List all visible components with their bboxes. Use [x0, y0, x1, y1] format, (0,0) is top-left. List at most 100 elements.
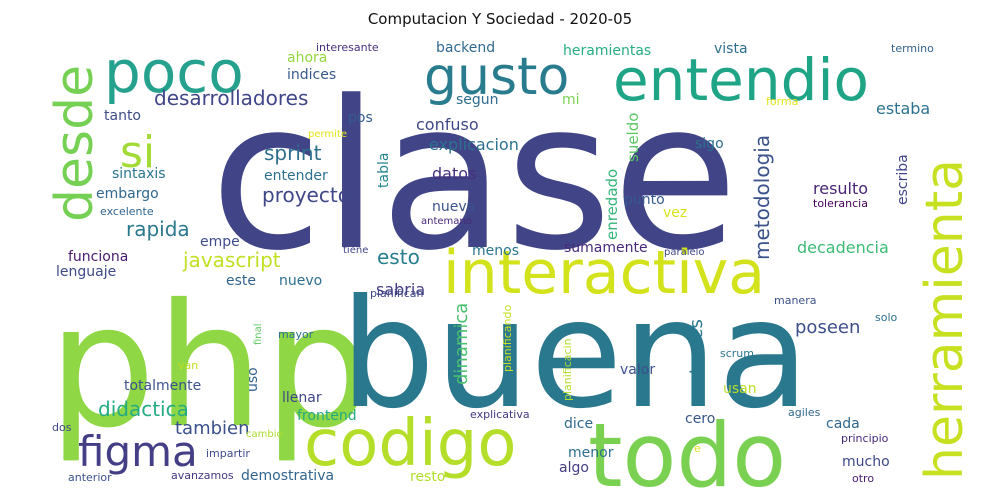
- cloud-word: entendio: [613, 46, 869, 114]
- cloud-word: tiene: [343, 245, 368, 256]
- page-title: Computacion Y Sociedad - 2020-05: [367, 10, 633, 28]
- cloud-word: mucho: [842, 454, 890, 470]
- cloud-word: usan: [723, 381, 757, 397]
- cloud-word: vista: [714, 41, 748, 57]
- cloud-word: si: [120, 127, 155, 178]
- cloud-word: sprint: [264, 141, 322, 165]
- cloud-word: tanto: [104, 108, 141, 124]
- cloud-word: cada: [826, 416, 860, 432]
- cloud-word: avanzamos: [171, 469, 234, 482]
- cloud-word: sigo: [695, 136, 724, 152]
- cloud-word: ahora: [287, 50, 327, 66]
- cloud-word: codigo: [304, 407, 517, 481]
- cloud-word: uso: [245, 367, 261, 392]
- cloud-word: actuales: [686, 319, 707, 395]
- cloud-word: figma: [78, 427, 198, 476]
- cloud-word: forma: [766, 95, 798, 108]
- cloud-word: estaba: [876, 99, 930, 118]
- cloud-word: clase: [210, 58, 738, 296]
- cloud-word: todo: [588, 404, 786, 500]
- cloud-word: interactiva: [443, 238, 765, 308]
- cloud-word: impartir: [206, 447, 250, 460]
- cloud-word: datos: [432, 164, 476, 183]
- cloud-word: resto: [410, 469, 445, 485]
- cloud-word: valor: [620, 362, 655, 378]
- cloud-word: tabla: [376, 153, 392, 188]
- cloud-word: backend: [436, 40, 495, 56]
- cloud-word: tambien: [175, 418, 250, 439]
- cloud-word: buena: [340, 268, 810, 442]
- cloud-word: sabria: [376, 280, 425, 299]
- cloud-word: vez: [663, 205, 687, 221]
- cloud-word: dinamica: [451, 303, 472, 385]
- cloud-word: algo: [559, 460, 589, 476]
- cloud-word: planificacin: [561, 338, 574, 401]
- cloud-word: pos: [348, 110, 373, 126]
- cloud-word: frontend: [297, 408, 357, 424]
- cloud-word: funciona: [68, 249, 128, 265]
- cloud-word: desde: [45, 65, 105, 222]
- cloud-word: segun: [456, 92, 499, 108]
- cloud-word: e: [694, 442, 701, 455]
- cloud-word: van: [178, 359, 198, 372]
- cloud-word: metodologia: [750, 135, 774, 260]
- cloud-word: php: [48, 268, 372, 466]
- cloud-word: entender: [264, 168, 328, 184]
- cloud-word: gusto: [424, 47, 569, 107]
- cloud-word: mi: [562, 92, 580, 108]
- cloud-word: poseen: [795, 317, 860, 338]
- cloud-word: herramienta: [915, 159, 975, 480]
- cloud-word: explicacion: [429, 135, 519, 154]
- cloud-word: decadencia: [797, 238, 889, 257]
- cloud-word: heramientas: [563, 43, 651, 59]
- cloud-word: cambio: [246, 429, 283, 440]
- cloud-word: sintaxis: [112, 166, 166, 182]
- cloud-word: embargo: [96, 186, 159, 202]
- cloud-word: llenar: [282, 390, 322, 406]
- cloud-word: nueva: [432, 199, 475, 215]
- cloud-word: didactica: [98, 397, 189, 421]
- cloud-word: planificando: [501, 305, 514, 372]
- cloud-word: sumamente: [564, 240, 648, 256]
- cloud-word: totalmente: [124, 378, 201, 394]
- cloud-word: otro: [852, 472, 874, 485]
- cloud-word: proyecto: [262, 183, 350, 207]
- cloud-word: cero: [685, 411, 715, 427]
- cloud-word: tolerancia: [813, 197, 868, 210]
- cloud-word: poco: [104, 38, 244, 106]
- cloud-word: excelente: [100, 205, 154, 218]
- cloud-word: punto: [624, 192, 665, 208]
- cloud-word: esto: [377, 245, 420, 269]
- cloud-word: permite: [308, 129, 347, 140]
- cloud-word: enredado: [603, 169, 621, 240]
- cloud-word: paralelo: [664, 247, 705, 258]
- cloud-word: mayor: [278, 328, 314, 341]
- cloud-word: anterior: [68, 471, 112, 484]
- cloud-word: manera: [774, 294, 816, 307]
- cloud-word: agiles: [788, 406, 821, 419]
- cloud-word: resulto: [813, 179, 868, 198]
- cloud-word: javascript: [182, 248, 281, 272]
- cloud-word: termino: [891, 42, 934, 55]
- cloud-word: dice: [564, 416, 593, 432]
- cloud-word: explicativa: [470, 408, 530, 421]
- cloud-word: sueldo: [624, 113, 642, 162]
- cloud-word: desarrolladores: [154, 86, 308, 110]
- cloud-word: escriba: [895, 154, 911, 205]
- cloud-word: principio: [841, 432, 889, 445]
- cloud-word: lenguaje: [56, 264, 116, 280]
- cloud-word: este: [226, 273, 256, 289]
- cloud-word: scrum: [720, 347, 754, 360]
- cloud-word: nuevo: [279, 273, 322, 289]
- cloud-word: menos: [472, 243, 519, 259]
- cloud-word: interesante: [316, 41, 379, 54]
- cloud-word: antemano: [421, 216, 472, 227]
- cloud-word: indices: [287, 67, 336, 83]
- cloud-word: planifican: [370, 287, 424, 300]
- cloud-word: menor: [568, 445, 614, 461]
- cloud-word: solo: [875, 311, 898, 324]
- cloud-word: final: [253, 323, 264, 345]
- cloud-word: dos: [52, 421, 72, 434]
